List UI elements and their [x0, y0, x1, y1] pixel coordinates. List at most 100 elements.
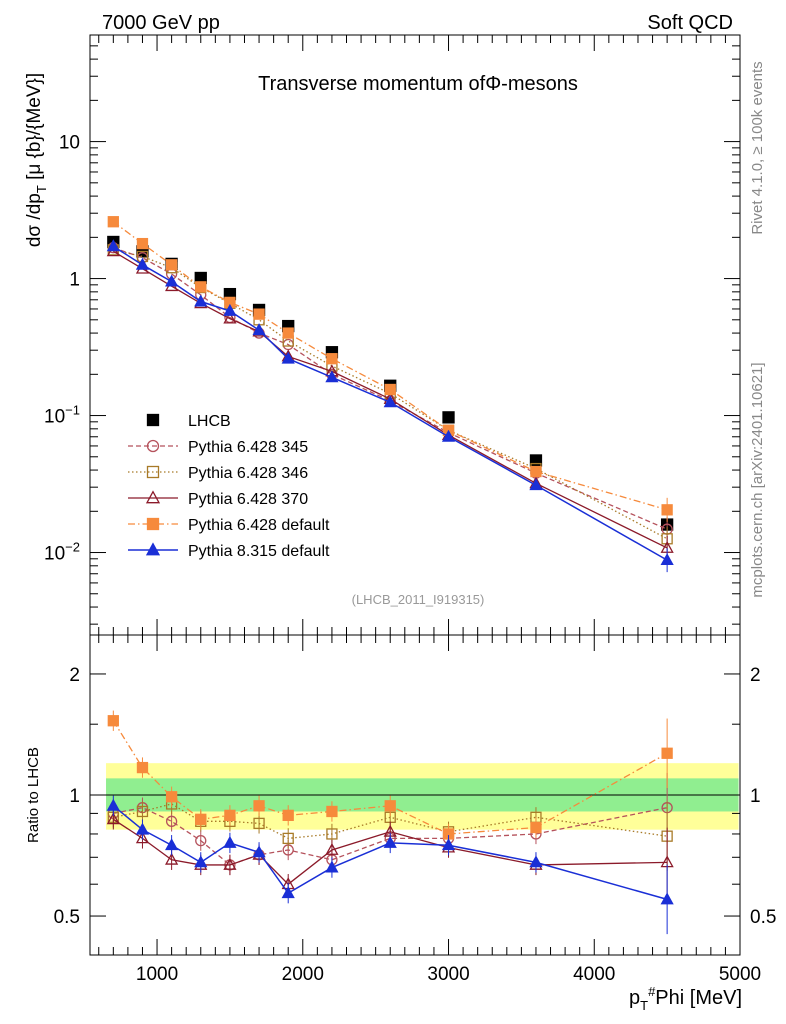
- ratio-y-tick-label-left: 2: [69, 665, 80, 686]
- side-text-mcplots: mcplots.cern.ch [arXiv:2401.10621]: [749, 362, 766, 597]
- ratio-data-point: [107, 715, 119, 727]
- ratio-series-line: [113, 803, 668, 840]
- data-point: [136, 237, 149, 250]
- ratio-data-point: [281, 886, 295, 899]
- ratio-data-point: [326, 828, 338, 840]
- ratio-y-tick-label-right: 0.5: [750, 907, 776, 928]
- y-axis-label-main: dσ /dpT [μ {b}/{MeV}]: [24, 73, 49, 247]
- x-tick-label: 4000: [573, 964, 615, 985]
- x-axis-label: pT#Phi [MeV]: [629, 984, 742, 1013]
- ratio-data-point: [136, 761, 149, 774]
- legend-label: Pythia 6.428 default: [188, 517, 330, 534]
- ratio-data-point: [325, 860, 339, 873]
- ratio-data-point: [383, 835, 397, 848]
- data-point: [194, 294, 208, 307]
- ratio-data-point: [195, 813, 207, 825]
- x-tick-label: 2000: [282, 964, 324, 985]
- ratio-data-point: [282, 832, 294, 845]
- series-line: [112, 245, 668, 561]
- ratio-y-tick-label-right: 2: [750, 665, 761, 686]
- data-point: [384, 383, 396, 396]
- y-axis-label-ratio: Ratio to LHCB: [25, 747, 42, 843]
- data-point: [253, 308, 265, 320]
- ratio-data-point: [529, 855, 543, 868]
- ratio-data-point: [253, 817, 265, 830]
- legend-label: Pythia 6.428 346: [188, 465, 308, 482]
- ratio-data-point: [106, 812, 120, 825]
- data-point: [252, 323, 266, 336]
- series-pythia-8-315-default: [106, 239, 674, 573]
- ratio-y-tick-label-left: 0.5: [54, 907, 80, 928]
- main-title: Transverse momentum ofΦ-mesons: [258, 73, 578, 95]
- data-point: [223, 303, 237, 316]
- data-point: [165, 259, 178, 271]
- ratio-data-point: [325, 842, 339, 855]
- data-point: [195, 281, 207, 293]
- data-point: [530, 465, 542, 478]
- ratio-data-point: [224, 809, 236, 821]
- ratio-data-point: [252, 845, 266, 858]
- ratio-data-point: [165, 791, 178, 803]
- ratio-y-tick-label-right: 1: [750, 786, 761, 807]
- legend-marker: [146, 439, 160, 453]
- legend-label: LHCB: [188, 413, 231, 430]
- analysis-id: (LHCB_2011_I919315): [352, 592, 485, 607]
- main-y-tick-label: 10−1: [44, 403, 80, 428]
- ratio-data-point: [195, 834, 207, 847]
- main-panel: 10−2 10−1 1 10 Transverse momentum ofΦ-meso…: [24, 34, 741, 636]
- ratio-data-point: [282, 809, 294, 821]
- ratio-data-point: [441, 838, 456, 851]
- data-point: [282, 327, 294, 339]
- legend-marker: [145, 490, 161, 504]
- legend: LHCB Pythia 6.428 345 Pythia 6.428 346 Pyth…: [128, 413, 330, 560]
- ratio-data-point: [253, 800, 265, 812]
- data-point: [529, 454, 543, 467]
- ratio-data-point: [223, 857, 237, 870]
- ratio-data-point: [223, 835, 237, 848]
- data-point: [660, 553, 674, 566]
- ratio-series-line: [112, 818, 668, 886]
- ratio-data-point: [384, 800, 396, 812]
- ratio-y-tick-label-left: 1: [69, 786, 80, 807]
- header-left: 7000 GeV pp: [102, 12, 220, 34]
- ratio-series-pythia-6-428-default: [107, 710, 673, 845]
- ratio-data-point: [661, 747, 673, 759]
- ratio-data-point: [165, 838, 179, 851]
- data-point: [661, 504, 673, 516]
- data-point: [281, 351, 295, 364]
- legend-marker: [146, 517, 160, 531]
- ratio-data-point: [194, 855, 208, 868]
- x-tick-label: 3000: [427, 964, 469, 985]
- x-tick-label: 5000: [719, 964, 761, 985]
- data-point: [442, 411, 455, 424]
- ratio-data-point: [106, 798, 120, 811]
- ratio-data-point: [165, 852, 179, 865]
- side-text-rivet: Rivet 4.1.0, ≥ 100k events: [749, 61, 766, 234]
- legend-marker: [146, 465, 160, 479]
- legend-label: Pythia 6.428 345: [188, 439, 308, 456]
- main-y-tick-label: 10: [59, 133, 80, 154]
- ratio-data-point: [660, 892, 674, 905]
- data-point: [326, 353, 338, 365]
- x-tick-label: 1000: [136, 964, 178, 985]
- legend-label: Pythia 6.428 370: [188, 491, 308, 508]
- data-point: [529, 478, 543, 491]
- ratio-data-point: [135, 831, 150, 844]
- header-right: Soft QCD: [647, 12, 733, 34]
- data-point: [441, 429, 456, 442]
- ratio-data-point: [136, 805, 149, 818]
- data-point: [165, 274, 179, 287]
- ratio-series-line: [112, 805, 668, 901]
- ratio-data-point: [530, 821, 542, 834]
- main-y-tick-label: 1: [69, 270, 80, 291]
- ratio-series-pythia-8-315-default: [106, 795, 674, 935]
- ratio-data-point: [326, 805, 338, 818]
- main-y-tick-label: 10−2: [44, 540, 80, 565]
- legend-marker: [146, 413, 160, 427]
- data-point: [135, 257, 150, 270]
- series-line: [112, 221, 668, 511]
- ratio-panel: 0.5 0.5 1 1 2 2 1000 2000 3000 4000 5000 Ratio to …: [25, 634, 776, 985]
- main-plot-background: [90, 35, 740, 635]
- data-point: [325, 370, 339, 383]
